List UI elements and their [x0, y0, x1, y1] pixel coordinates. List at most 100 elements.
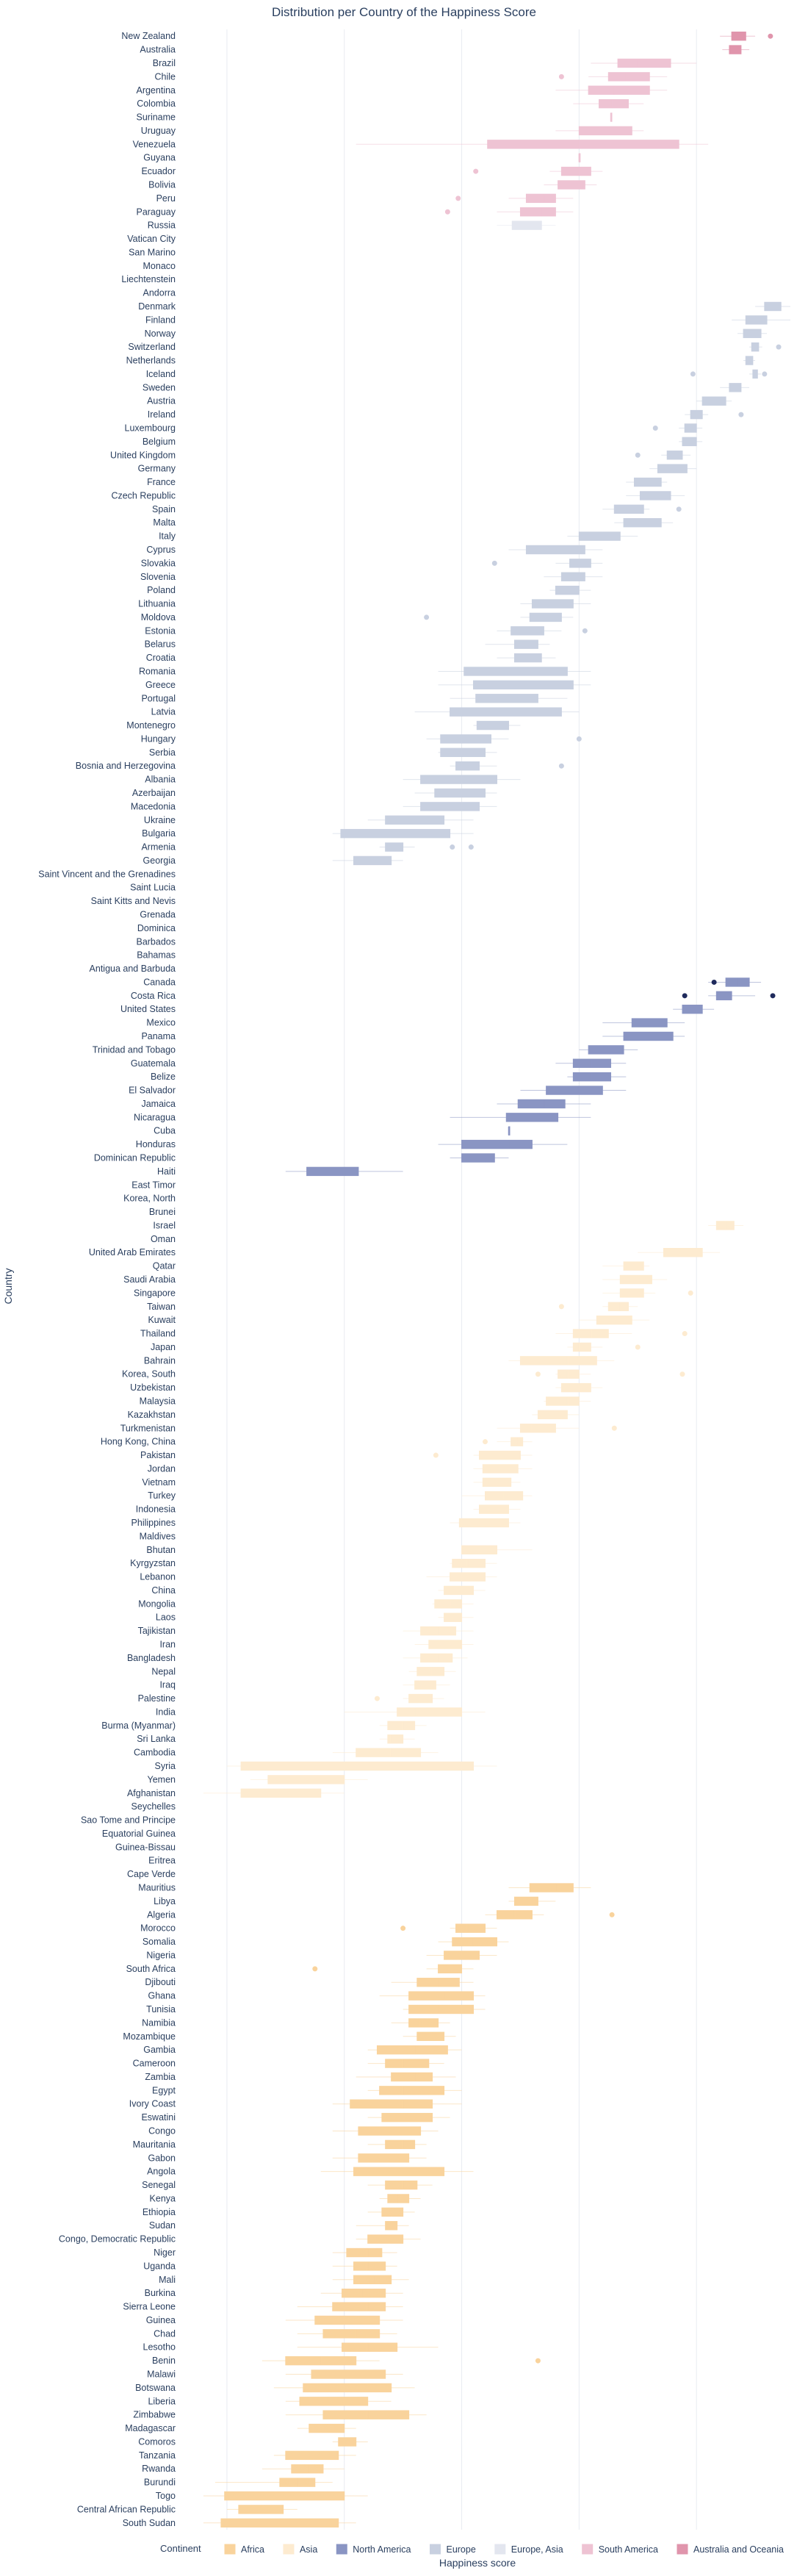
box-haiti[interactable]: [285, 1166, 403, 1177]
box-sweden[interactable]: [720, 383, 750, 392]
box-russia[interactable]: [497, 220, 556, 230]
box-iqr[interactable]: [531, 599, 574, 609]
box-cambodia[interactable]: [332, 1748, 439, 1757]
box-nepal[interactable]: [408, 1667, 456, 1676]
box-iqr[interactable]: [346, 2247, 383, 2258]
legend-item-north-america[interactable]: North America: [336, 2544, 411, 2555]
box-afghanistan[interactable]: [203, 1788, 345, 1798]
box-sri-lanka[interactable]: [379, 1734, 415, 1744]
box-iqr[interactable]: [519, 1356, 597, 1366]
box-vietnam[interactable]: [473, 1477, 521, 1488]
box-united-kingdom[interactable]: [635, 451, 691, 460]
legend[interactable]: Continent Africa Asia North America Europe E…: [160, 2543, 784, 2555]
box-iqr[interactable]: [619, 1274, 652, 1285]
box-sierra-leone[interactable]: [297, 2302, 403, 2311]
box-iqr[interactable]: [340, 828, 451, 839]
box-czech-republic[interactable]: [626, 491, 685, 501]
outlier-point[interactable]: [609, 1912, 615, 1917]
box-kyrgyzstan[interactable]: [450, 1558, 497, 1568]
box-egypt[interactable]: [367, 2086, 462, 2095]
box-iqr[interactable]: [353, 2275, 392, 2285]
outlier-point[interactable]: [491, 560, 497, 566]
outlier-point[interactable]: [558, 73, 564, 79]
box-iqr[interactable]: [353, 855, 392, 866]
outlier-point[interactable]: [444, 209, 450, 215]
box-iqr[interactable]: [342, 2342, 398, 2352]
box-iqr[interactable]: [617, 58, 671, 68]
box-iqr[interactable]: [513, 653, 542, 663]
box-iqr[interactable]: [440, 734, 491, 744]
box-iqr[interactable]: [350, 2099, 433, 2109]
box-benin[interactable]: [261, 2356, 541, 2366]
box-iqr[interactable]: [525, 545, 585, 555]
box-hong-kong-china[interactable]: [483, 1437, 533, 1446]
outlier-point[interactable]: [676, 506, 682, 512]
box-ghana[interactable]: [379, 1991, 486, 2001]
outlier-point[interactable]: [688, 1290, 693, 1296]
box-iqr[interactable]: [578, 126, 632, 136]
box-algeria[interactable]: [485, 1910, 615, 1920]
box-peru[interactable]: [455, 193, 574, 204]
box-morocco[interactable]: [400, 1923, 497, 1933]
box-belgium[interactable]: [679, 437, 703, 447]
box-iqr[interactable]: [519, 207, 556, 217]
box-portugal[interactable]: [450, 694, 568, 703]
box-iqr[interactable]: [623, 518, 662, 528]
box-iqr[interactable]: [434, 788, 486, 798]
box-iqr[interactable]: [387, 2194, 410, 2203]
box-norway[interactable]: [737, 329, 768, 338]
box-iqr[interactable]: [623, 1261, 644, 1271]
outlier-point[interactable]: [738, 412, 744, 417]
box-montenegro[interactable]: [473, 720, 521, 731]
box-bangladesh[interactable]: [403, 1653, 468, 1663]
box-iqr[interactable]: [356, 1748, 422, 1757]
outlier-point[interactable]: [450, 844, 455, 850]
box-iraq[interactable]: [403, 1680, 450, 1690]
box-iqr[interactable]: [715, 991, 732, 1001]
box-syria[interactable]: [226, 1761, 497, 1771]
outlier-point[interactable]: [690, 371, 696, 377]
box-iqr[interactable]: [666, 451, 683, 460]
box-cuba[interactable]: [508, 1126, 511, 1135]
box-nigeria[interactable]: [426, 1951, 497, 1960]
outlier-point[interactable]: [611, 1425, 617, 1431]
box-italy[interactable]: [567, 531, 638, 541]
box-iceland[interactable]: [690, 369, 768, 379]
box-botswana[interactable]: [273, 2383, 415, 2393]
box-djibouti[interactable]: [391, 1978, 474, 1987]
box-iqr[interactable]: [238, 2505, 284, 2514]
box-iqr[interactable]: [240, 1761, 475, 1771]
box-somalia[interactable]: [438, 1937, 509, 1947]
box-iqr[interactable]: [452, 1558, 486, 1568]
box-switzerland[interactable]: [749, 342, 782, 352]
box-iqr[interactable]: [682, 437, 697, 447]
box-united-states[interactable]: [673, 1005, 715, 1014]
outlier-point[interactable]: [424, 614, 430, 620]
box-iqr[interactable]: [420, 1653, 453, 1663]
box-serbia[interactable]: [438, 747, 497, 758]
box-taiwan[interactable]: [558, 1302, 638, 1311]
box-iqr[interactable]: [358, 2153, 410, 2163]
box-libya[interactable]: [508, 1896, 556, 1906]
box-israel[interactable]: [708, 1221, 744, 1230]
box-iqr[interactable]: [517, 1099, 566, 1109]
box-iqr[interactable]: [511, 220, 542, 230]
box-iqr[interactable]: [745, 315, 768, 325]
box-iqr[interactable]: [633, 477, 662, 487]
box-mauritius[interactable]: [508, 1883, 591, 1892]
box-gambia[interactable]: [367, 2045, 462, 2055]
box-iqr[interactable]: [529, 612, 562, 623]
box-iqr[interactable]: [537, 1410, 568, 1420]
box-yemen[interactable]: [250, 1775, 368, 1784]
box-chile[interactable]: [558, 72, 668, 82]
outlier-point[interactable]: [682, 993, 688, 999]
box-luxembourg[interactable]: [652, 423, 703, 433]
box-burkina[interactable]: [320, 2288, 403, 2298]
box-uzbekistan[interactable]: [555, 1382, 603, 1393]
box-bhutan[interactable]: [461, 1545, 533, 1554]
box-india[interactable]: [344, 1707, 486, 1717]
box-iqr[interactable]: [385, 842, 404, 852]
outlier-point[interactable]: [535, 2358, 541, 2364]
box-sudan[interactable]: [356, 2221, 409, 2231]
box-iqr[interactable]: [367, 2234, 404, 2244]
